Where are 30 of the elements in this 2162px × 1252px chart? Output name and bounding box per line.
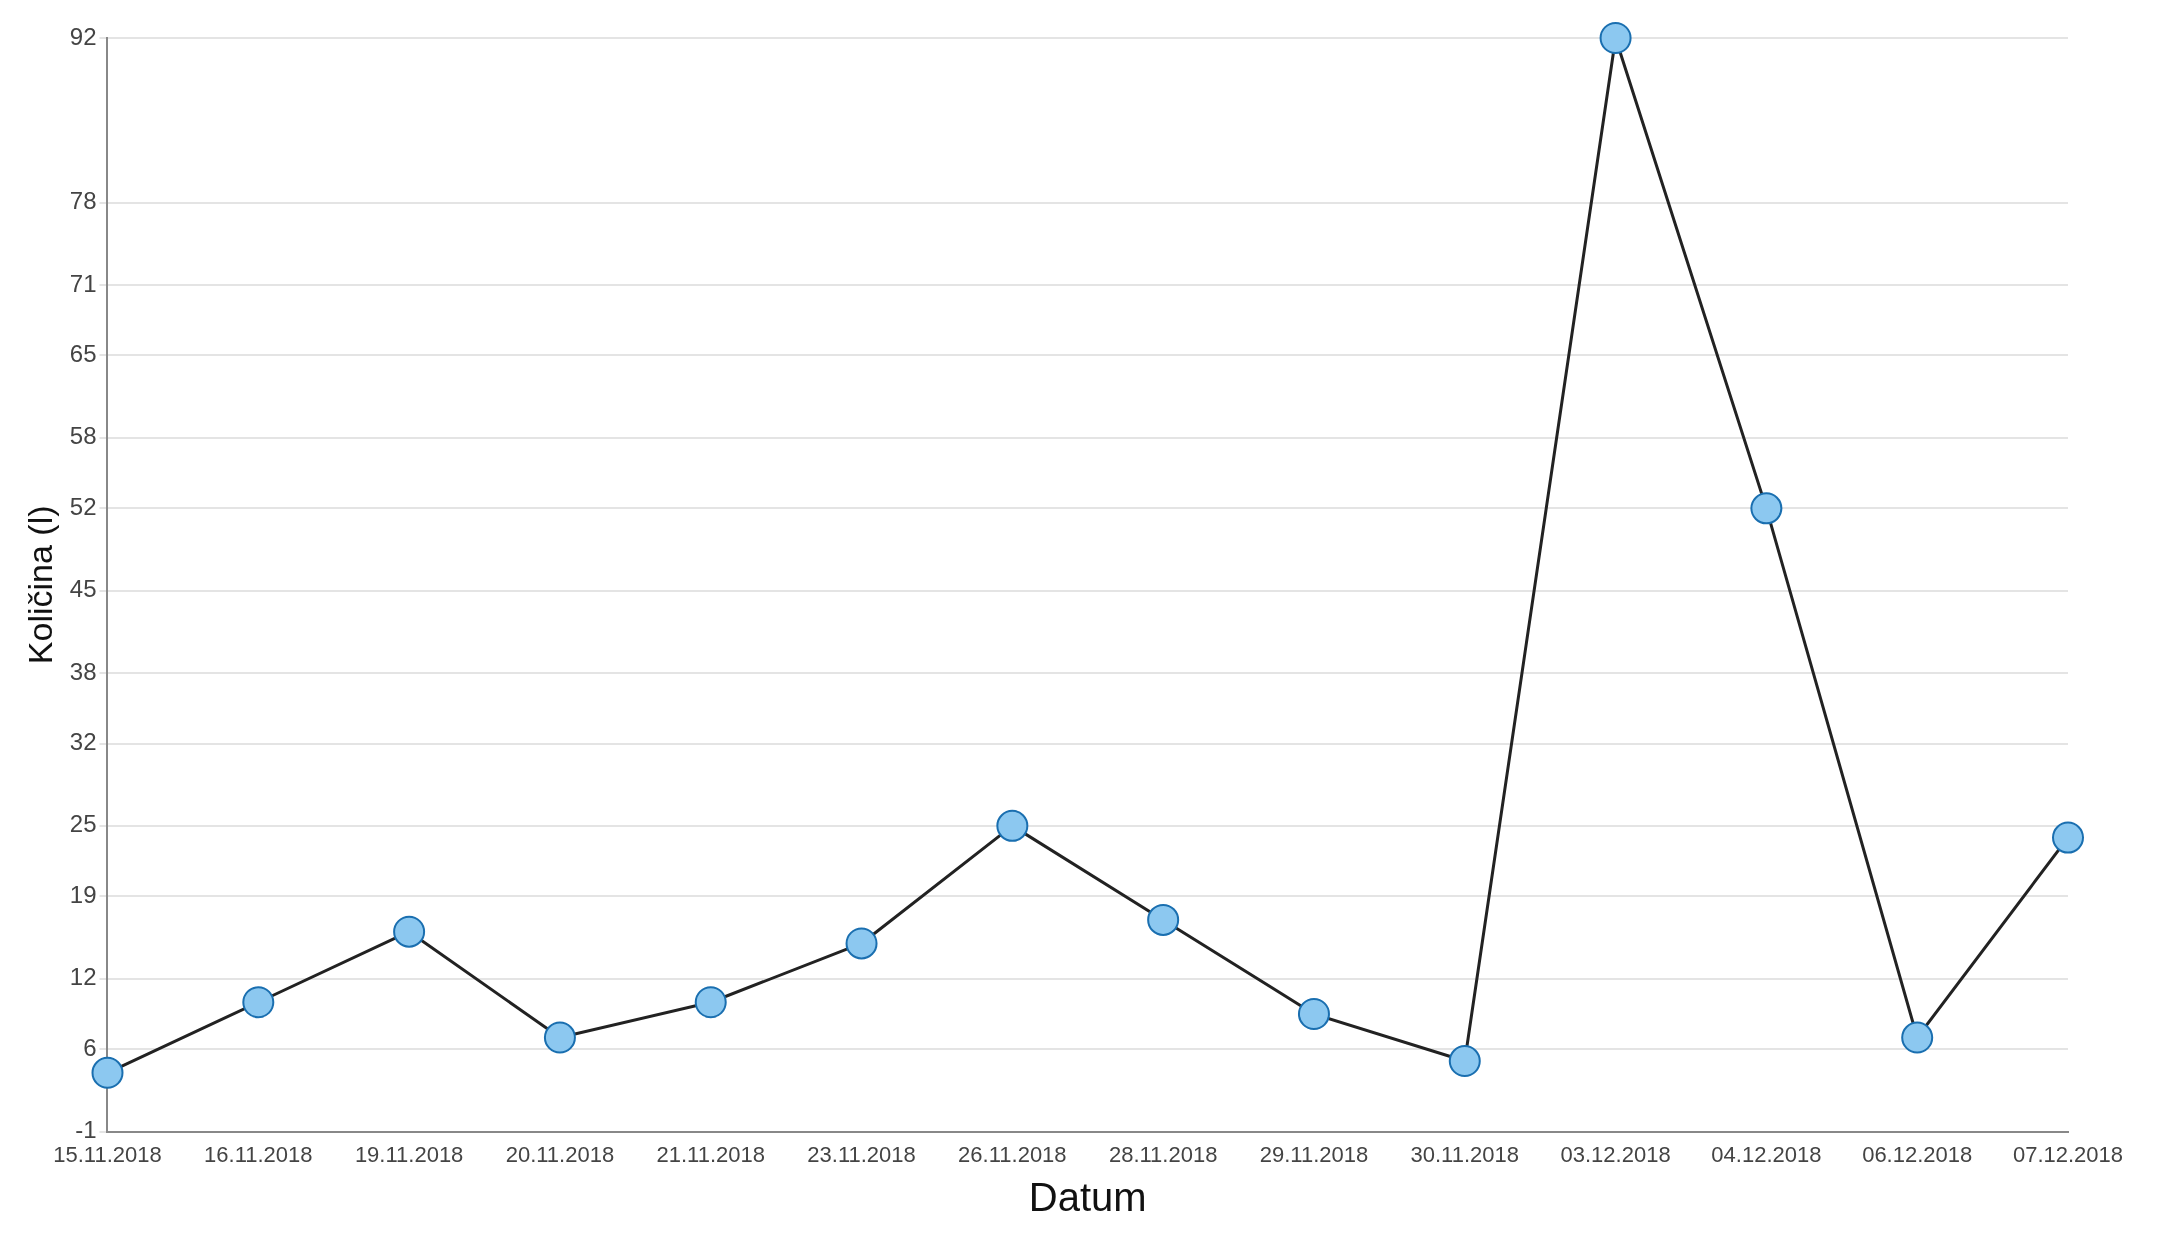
x-tick-label: 07.12.2018 (2012, 1141, 2124, 1167)
x-axis-title: Datum (1028, 1175, 1147, 1220)
x-tick-label: 06.12.2018 (1862, 1141, 1973, 1167)
y-tick-label: 52 (69, 492, 97, 520)
y-tick-label: 25 (69, 810, 97, 838)
y-tick-label: 92 (69, 22, 97, 50)
y-tick-label: 71 (69, 269, 97, 297)
x-tick-label: 30.11.2018 (1410, 1141, 1520, 1167)
x-tick-label: 19.11.2018 (354, 1141, 464, 1167)
x-tick-label: 15.11.2018 (53, 1141, 162, 1167)
x-tick-label: 04.12.2018 (1711, 1141, 1822, 1167)
y-tick-label: 45 (69, 575, 97, 603)
y-tick-label: 38 (69, 657, 97, 685)
y-axis-title: Količina (l) (20, 505, 59, 665)
y-tick-label: 65 (69, 340, 97, 368)
y-tick-label: 58 (69, 422, 97, 450)
y-tick-label: 6 (83, 1033, 97, 1061)
x-tick-label: 28.11.2018 (1108, 1141, 1218, 1167)
x-tick-label: 29.11.2018 (1259, 1141, 1369, 1167)
x-tick-label: 23.11.2018 (807, 1141, 916, 1167)
y-tick-label: 12 (69, 963, 97, 991)
x-tick-label: 26.11.2018 (958, 1141, 1067, 1167)
y-tick-label: 32 (69, 728, 97, 756)
x-tick-label: 21.11.2018 (656, 1141, 765, 1167)
y-tick-label: -1 (75, 1116, 97, 1144)
x-tick-label: 16.11.2018 (204, 1141, 313, 1167)
y-tick-label: 19 (69, 881, 97, 909)
x-tick-label: 20.11.2018 (505, 1141, 615, 1167)
y-tick-label: 78 (69, 187, 97, 215)
x-tick-label: 03.12.2018 (1560, 1141, 1671, 1167)
